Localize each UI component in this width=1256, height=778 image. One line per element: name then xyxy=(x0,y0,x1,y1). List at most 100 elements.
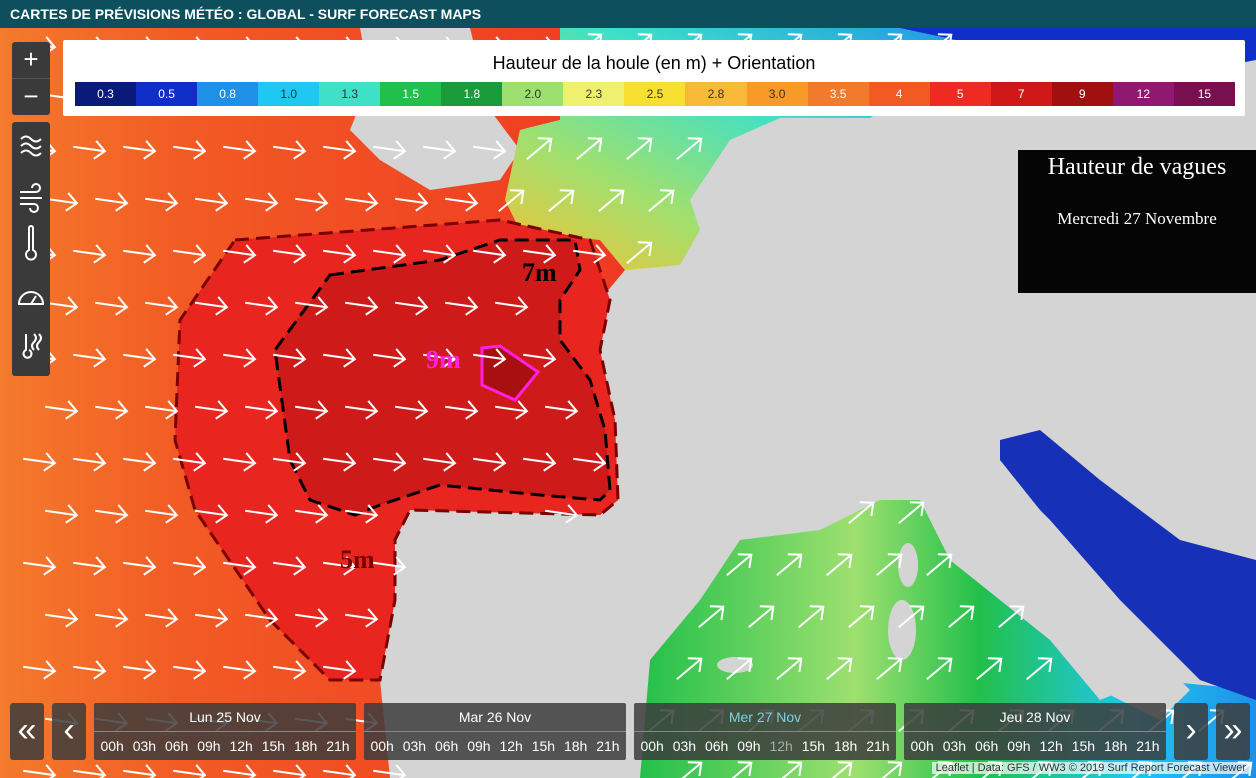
next-button[interactable]: › xyxy=(1174,703,1208,760)
sardinia xyxy=(888,600,916,660)
legend-item: 1.3 xyxy=(319,82,381,106)
wave-arrow xyxy=(123,452,157,472)
hour[interactable]: 18h xyxy=(833,738,858,754)
wave-arrow xyxy=(373,244,407,264)
hour[interactable]: 06h xyxy=(434,738,459,754)
hour[interactable]: 00h xyxy=(370,738,394,754)
wave-arrow xyxy=(295,296,329,316)
hour[interactable]: 21h xyxy=(866,738,890,754)
day-label[interactable]: Jeu 28 Nov xyxy=(904,703,1166,732)
icon-sst[interactable] xyxy=(22,333,42,359)
wave-arrow xyxy=(173,140,207,160)
hour[interactable]: 06h xyxy=(704,738,729,754)
day-label[interactable]: Lun 25 Nov xyxy=(94,703,356,732)
zoom-out[interactable]: − xyxy=(23,81,39,111)
wave-arrow xyxy=(245,192,279,212)
hour[interactable]: 15h xyxy=(531,738,556,754)
contour-7m xyxy=(273,238,612,517)
first-button[interactable]: « xyxy=(10,703,44,760)
wave-arrow xyxy=(395,296,429,316)
day: Mar 26 Nov 00h 03h 06h 09h 12h 15h 18h 21h xyxy=(364,703,626,760)
hour[interactable]: 21h xyxy=(1136,738,1160,754)
label-9m: 9m xyxy=(426,345,461,374)
wave-arrow xyxy=(73,348,107,368)
wave-arrow xyxy=(423,348,457,368)
icon-temp[interactable] xyxy=(25,225,37,261)
hour[interactable]: 15h xyxy=(801,738,826,754)
hours: 00h 03h 06h 09h 12h 15h 18h 21h xyxy=(94,732,356,760)
hour[interactable]: 09h xyxy=(737,738,761,754)
prev-button[interactable]: ‹ xyxy=(52,703,86,760)
wave-arrow xyxy=(345,608,379,628)
wave-arrow xyxy=(395,192,429,212)
wave-arrow xyxy=(295,192,329,212)
layer-icons xyxy=(17,135,45,359)
wave-arrow xyxy=(45,400,79,420)
wave-arrow xyxy=(876,553,903,577)
hour[interactable]: 00h xyxy=(910,738,934,754)
hour[interactable]: 03h xyxy=(132,738,157,754)
hour[interactable]: 12h xyxy=(769,738,793,754)
day-label[interactable]: Mer 27 Nov xyxy=(634,703,896,732)
last-button[interactable]: » xyxy=(1216,703,1250,760)
wave-arrow xyxy=(73,660,107,680)
hour[interactable]: 03h xyxy=(672,738,697,754)
hour[interactable]: 09h xyxy=(1007,738,1031,754)
hour[interactable]: 06h xyxy=(164,738,189,754)
icon-waves[interactable] xyxy=(20,135,42,157)
hour[interactable]: 09h xyxy=(197,738,221,754)
wave-arrow xyxy=(323,348,357,368)
wave-arrow xyxy=(95,192,129,212)
icon-wind[interactable] xyxy=(20,183,42,213)
icon-gauge[interactable] xyxy=(17,291,45,305)
wave-arrow xyxy=(373,556,407,576)
hour[interactable]: 15h xyxy=(1071,738,1096,754)
day-label[interactable]: Mar 26 Nov xyxy=(364,703,626,732)
wave-arrow xyxy=(123,348,157,368)
wave-arrow xyxy=(273,764,307,778)
wave-arrow xyxy=(45,608,79,628)
wave-arrow xyxy=(323,660,357,680)
hour[interactable]: 09h xyxy=(467,738,491,754)
corsica xyxy=(898,543,918,587)
wave-arrow xyxy=(876,657,903,681)
wave-arrow xyxy=(898,605,925,629)
info-title: Hauteur de vagues xyxy=(1047,154,1227,180)
hour[interactable]: 18h xyxy=(293,738,318,754)
wave-arrow xyxy=(273,556,307,576)
wave-arrow xyxy=(345,192,379,212)
wave-arrow xyxy=(223,660,257,680)
wave-arrow xyxy=(73,556,107,576)
wave-arrow xyxy=(45,504,79,524)
hour[interactable]: 06h xyxy=(974,738,999,754)
hour[interactable]: 00h xyxy=(100,738,124,754)
hour[interactable]: 21h xyxy=(596,738,620,754)
wave-arrow xyxy=(473,348,507,368)
hour[interactable]: 21h xyxy=(326,738,350,754)
hour[interactable]: 03h xyxy=(942,738,967,754)
hour[interactable]: 12h xyxy=(1039,738,1063,754)
hour[interactable]: 18h xyxy=(563,738,588,754)
wave-arrow xyxy=(273,348,307,368)
contour-9m xyxy=(480,344,541,402)
hour[interactable]: 00h xyxy=(640,738,664,754)
wave-arrow xyxy=(223,452,257,472)
hour[interactable]: 03h xyxy=(402,738,427,754)
wave-arrow xyxy=(73,764,107,778)
wave-arrow xyxy=(245,608,279,628)
zoom-in[interactable]: + xyxy=(12,42,50,79)
wave-arrow xyxy=(345,504,379,524)
hour[interactable]: 12h xyxy=(499,738,523,754)
wave-arrow xyxy=(145,608,179,628)
wave-arrow xyxy=(598,189,625,213)
wave-arrow xyxy=(45,192,79,212)
map xyxy=(0,28,1256,778)
hour[interactable]: 18h xyxy=(1103,738,1128,754)
hour[interactable]: 15h xyxy=(261,738,286,754)
wave-arrow xyxy=(323,244,357,264)
hour[interactable]: 12h xyxy=(229,738,253,754)
wave-arrow xyxy=(848,501,875,525)
wave-arrow xyxy=(373,452,407,472)
wave-arrow xyxy=(776,657,803,681)
header-title: CARTES DE PRÉVISIONS MÉTÉO : GLOBAL - SU… xyxy=(0,0,1256,28)
